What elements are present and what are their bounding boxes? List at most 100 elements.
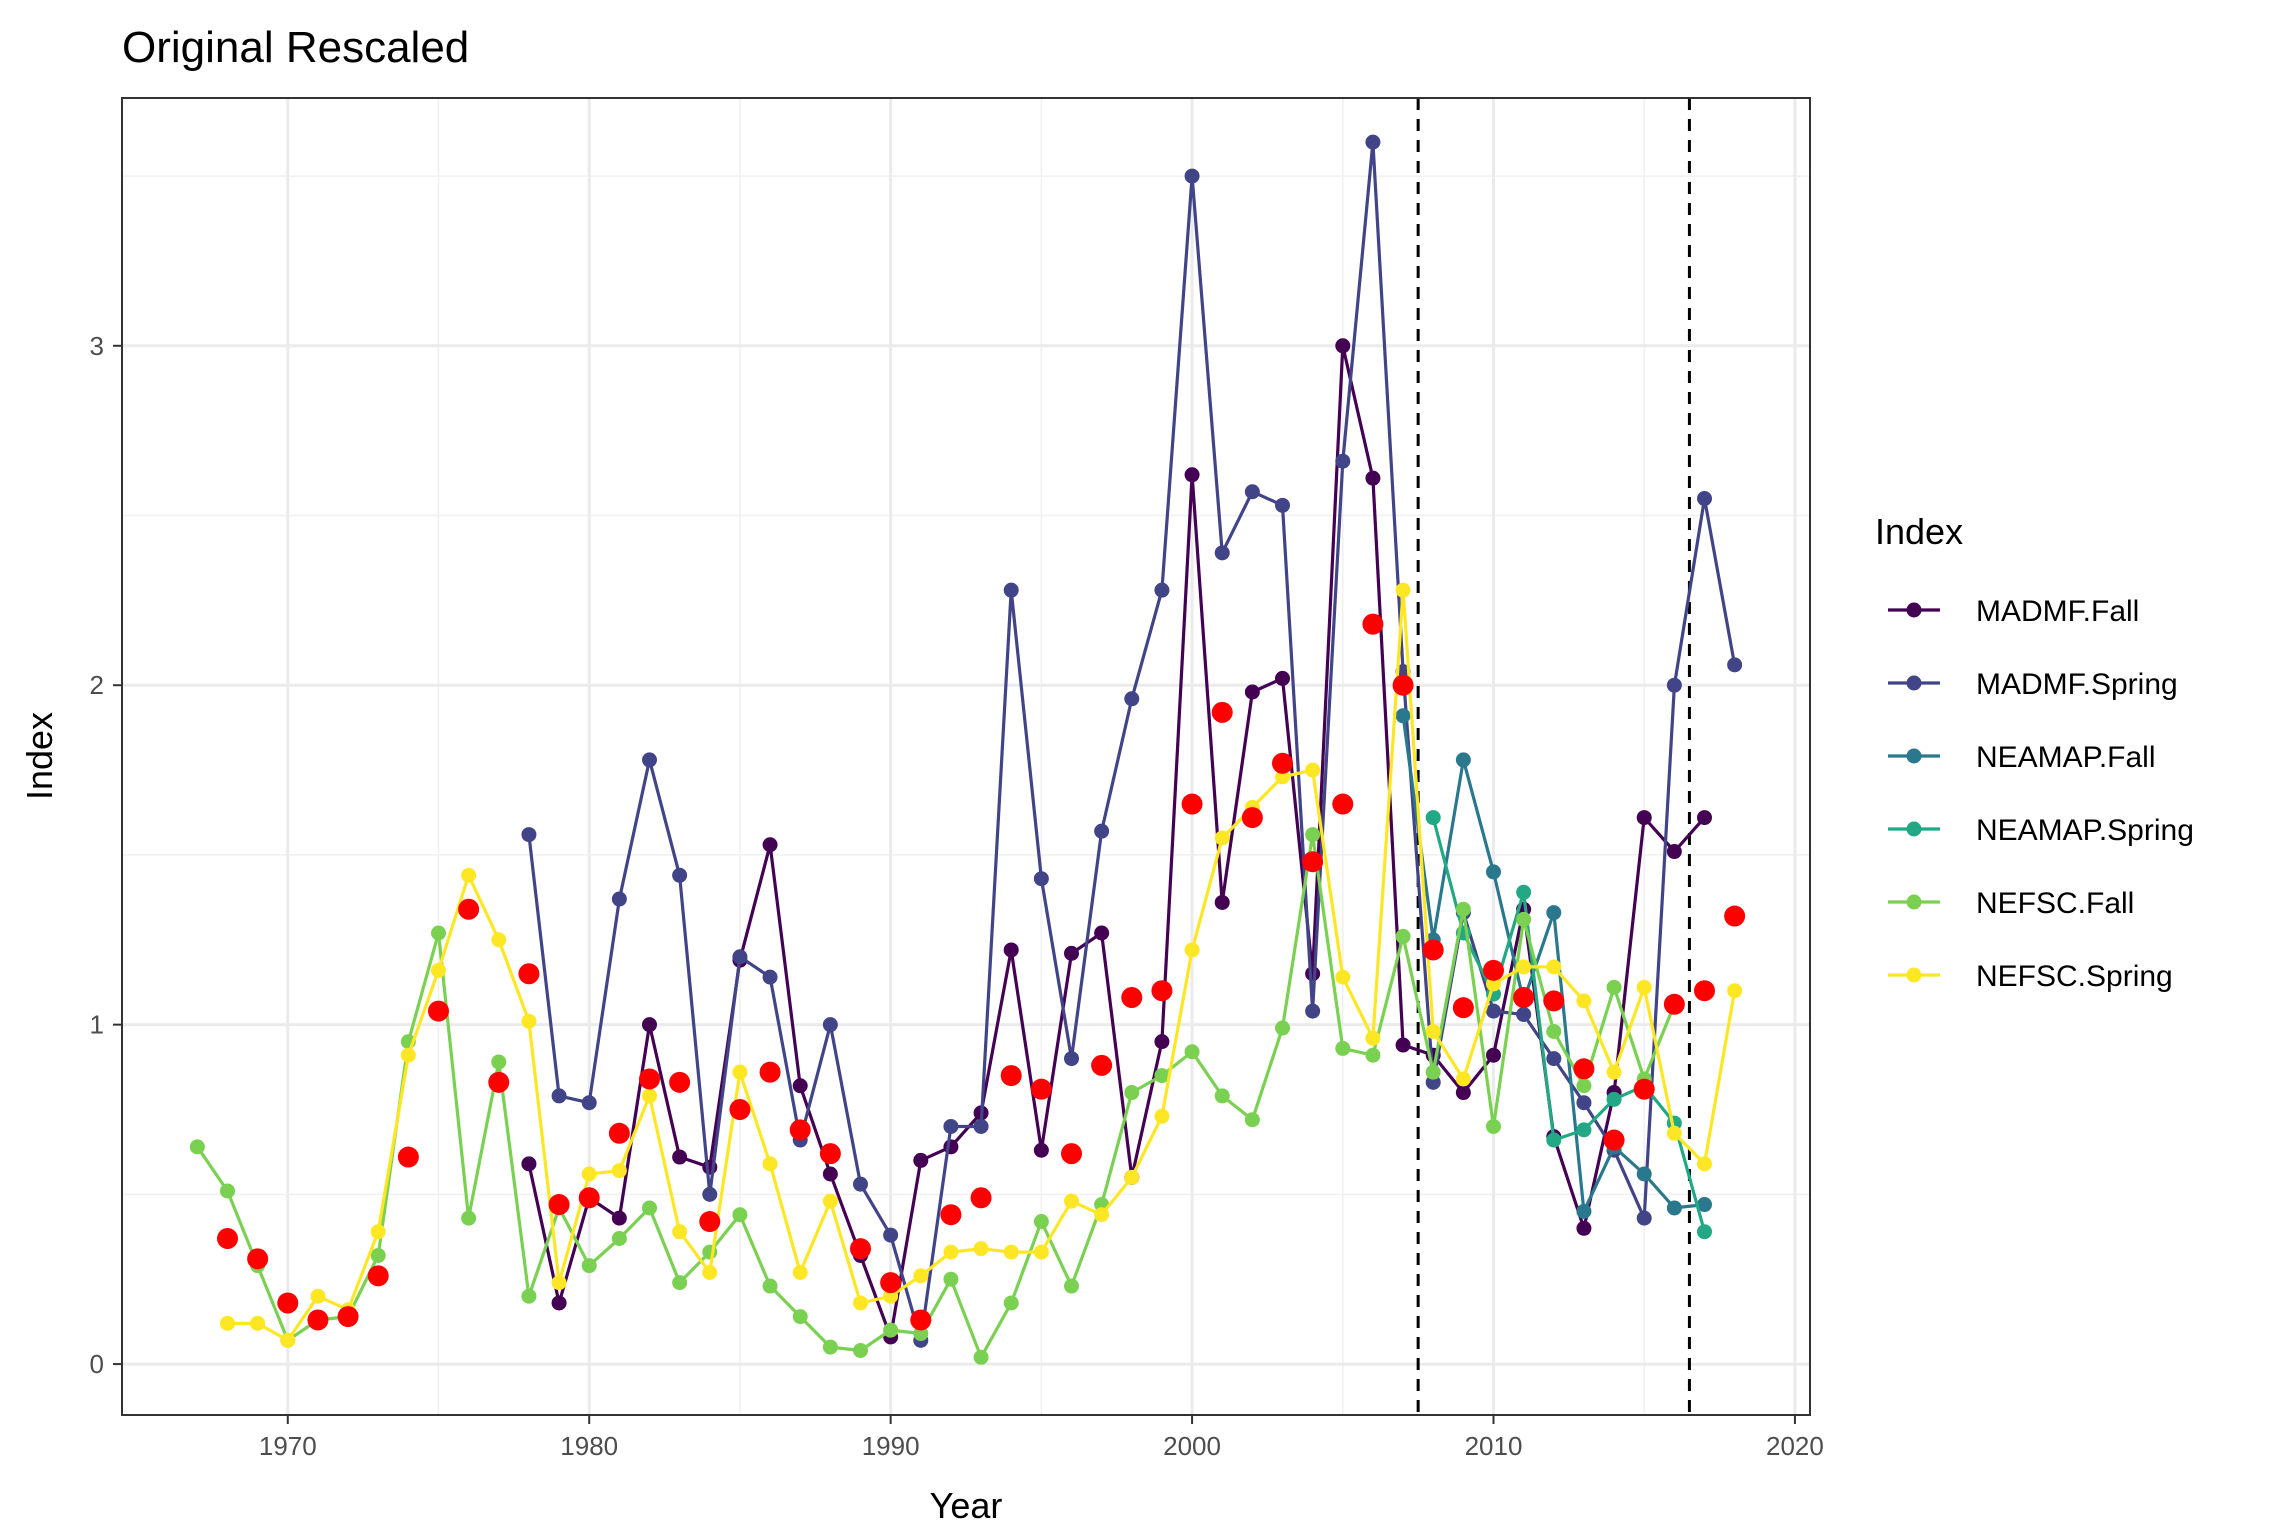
mean-point [307, 1309, 329, 1331]
mean-point [699, 1211, 721, 1233]
data-point-nefsc-fall [1064, 1278, 1079, 1294]
plot-panel [122, 98, 1810, 1415]
data-point-madmf-fall [1003, 942, 1019, 958]
data-point-nefsc-spring [1335, 969, 1351, 985]
mean-point [1422, 939, 1444, 961]
mean-point [910, 1309, 932, 1331]
plot-border [121, 97, 1811, 1416]
mean-point [669, 1071, 691, 1093]
data-point-nefsc-fall [431, 925, 446, 941]
mean-point [1091, 1054, 1113, 1076]
data-point-neamap-fall [1666, 1200, 1682, 1216]
data-point-madmf-spring [853, 1176, 868, 1192]
data-point-madmf-fall [611, 1210, 627, 1226]
data-point-nefsc-spring [1184, 942, 1200, 958]
data-point-nefsc-spring [1636, 979, 1652, 995]
data-point-nefsc-spring [1546, 959, 1562, 975]
series-group [189, 134, 1743, 1365]
data-point-nefsc-spring [943, 1244, 959, 1260]
data-point-nefsc-spring [280, 1332, 296, 1348]
mean-point [1663, 993, 1685, 1015]
data-point-nefsc-spring [521, 1013, 537, 1029]
data-point-nefsc-fall [521, 1288, 537, 1304]
data-point-nefsc-fall [822, 1339, 838, 1355]
data-point-nefsc-spring [913, 1268, 929, 1284]
data-point-nefsc-fall [1154, 1068, 1170, 1084]
mean-point [1543, 990, 1565, 1012]
data-point-neamap-spring [1606, 1091, 1622, 1107]
x-tick-label: 1980 [560, 1431, 618, 1461]
mean-point [277, 1292, 299, 1314]
data-point-neamap-fall [1697, 1197, 1712, 1213]
data-point-nefsc-spring [1666, 1125, 1682, 1141]
mean-point [1121, 986, 1143, 1008]
mean-point [1633, 1078, 1655, 1100]
data-point-madmf-spring [581, 1095, 597, 1111]
mean-points [217, 613, 1746, 1331]
mean-point [940, 1204, 962, 1226]
data-point-nefsc-fall [1395, 928, 1411, 944]
data-point-madmf-spring [1184, 168, 1200, 184]
data-point-nefsc-fall [461, 1210, 477, 1226]
mean-point [1272, 752, 1293, 774]
data-point-neamap-spring [1516, 884, 1532, 900]
x-tick-label: 2020 [1766, 1431, 1824, 1461]
data-point-madmf-fall [551, 1295, 567, 1311]
mean-point [337, 1306, 359, 1328]
data-point-madmf-spring [1003, 582, 1019, 598]
data-point-madmf-spring [1064, 1051, 1079, 1067]
legend-key-point-neamap-fall [1906, 748, 1922, 764]
mean-point [1362, 613, 1384, 635]
data-point-nefsc-spring [370, 1224, 386, 1240]
data-point-nefsc-fall [1455, 901, 1471, 917]
data-point-nefsc-spring [1214, 830, 1230, 846]
data-point-nefsc-spring [642, 1088, 657, 1104]
data-point-neamap-fall [1455, 752, 1471, 768]
mean-point [1694, 980, 1715, 1002]
data-point-nefsc-spring [581, 1166, 597, 1182]
legend-key-point-nefsc-fall [1906, 894, 1922, 910]
data-point-madmf-spring [1546, 1051, 1562, 1067]
data-point-nefsc-fall [1365, 1047, 1381, 1063]
data-point-nefsc-spring [973, 1241, 989, 1257]
data-point-nefsc-fall [1425, 1064, 1441, 1080]
mean-point [1483, 959, 1504, 981]
data-point-madmf-fall [642, 1017, 657, 1033]
mean-point [1000, 1065, 1022, 1087]
data-point-madmf-fall [1697, 810, 1712, 826]
data-point-nefsc-spring [1425, 1023, 1441, 1039]
legend-key-point-nefsc-spring [1906, 967, 1922, 983]
data-point-madmf-spring [1516, 1006, 1532, 1022]
data-point-madmf-spring [1697, 491, 1712, 507]
data-point-madmf-spring [1033, 871, 1049, 887]
mean-point [247, 1248, 269, 1270]
legend-label-madmf-spring: MADMF.Spring [1976, 668, 2178, 701]
data-point-nefsc-fall [1124, 1085, 1140, 1101]
data-point-nefsc-fall [883, 1322, 899, 1338]
mean-point [217, 1227, 238, 1249]
mean-point [428, 1000, 449, 1022]
data-point-nefsc-fall [1576, 1078, 1592, 1094]
data-point-nefsc-fall [1305, 827, 1321, 843]
legend-label-nefsc-spring: NEFSC.Spring [1976, 960, 2173, 993]
data-point-madmf-fall [1335, 338, 1351, 354]
data-point-nefsc-spring [491, 932, 507, 948]
reference-lines [1416, 98, 1691, 1415]
mean-point [1392, 674, 1414, 696]
mean-point [458, 898, 480, 920]
legend: Index MADMF.Fall MADMF.Spring NEAMAP.Fall N… [1875, 511, 2194, 993]
legend-key-point-madmf-spring [1906, 675, 1922, 691]
data-point-nefsc-fall [1033, 1214, 1049, 1230]
data-point-neamap-fall [1636, 1166, 1652, 1182]
data-point-madmf-spring [1666, 677, 1682, 693]
data-point-madmf-spring [1275, 497, 1290, 513]
data-point-neamap-fall [1576, 1203, 1592, 1219]
data-point-nefsc-fall [762, 1278, 778, 1294]
data-point-nefsc-spring [762, 1156, 778, 1172]
data-point-madmf-fall [1455, 1085, 1471, 1101]
data-point-madmf-spring [1154, 582, 1170, 598]
data-point-nefsc-spring [431, 962, 446, 978]
data-point-nefsc-fall [220, 1183, 235, 1199]
series-line-nefsc-fall [196, 832, 1676, 1359]
